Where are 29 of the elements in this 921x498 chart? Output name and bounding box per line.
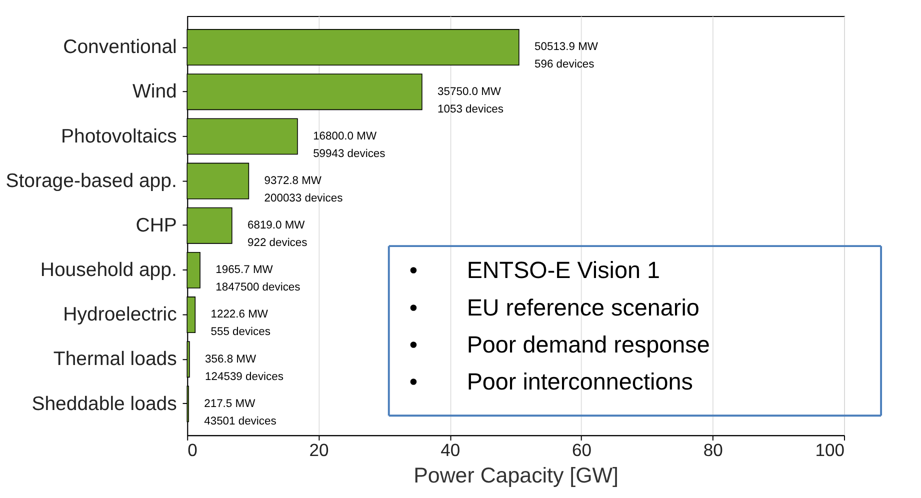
x-tick-label: 100 [815,440,845,460]
annotation: 50513.9 MW 596 devices [534,41,598,71]
x-tick-label: 80 [703,440,724,460]
x-tick-label: 20 [309,440,329,460]
annotation: 217.5 MW 43501 devices [204,398,277,428]
annotation: 1965.7 MW 1847500 devices [216,264,301,294]
text: • Poor demand response [409,331,710,358]
y-tick-label: Thermal loads [53,348,178,370]
text: • EU reference scenario [409,294,700,320]
y-tick-label: Household app. [40,259,177,282]
x-axis-title: Power Capacity [GW] [414,463,619,488]
y-tick-label: Wind [132,80,177,103]
y-tick-label: Photovoltaics [61,125,178,148]
y-tick-label: Hydroelectric [63,304,178,326]
y-tick-label: Sheddable loads [32,392,178,415]
annotation: 6819.0 MW 922 devices [248,220,308,250]
x-tick-label: 40 [440,440,460,460]
annotation: 35750.0 MW 1053 devices [438,86,504,116]
annotation: 356.8 MW 124539 devices [205,353,284,383]
y-tick-label: CHP [136,214,177,236]
annotation: 16800.0 MW 59943 devices [313,130,386,160]
x-tick-label: 0 [188,440,198,460]
y-tick-label: Conventional [63,36,177,58]
annotation: 1222.6 MW 555 devices [210,308,271,338]
text: • Poor interconnections [409,368,693,394]
x-tick-label: 60 [572,440,592,460]
y-tick-label: Storage-based app. [6,170,177,192]
text: • ENTSO-E Vision 1 [409,257,660,284]
annotation: 9372.8 MW 200033 devices [264,174,344,204]
